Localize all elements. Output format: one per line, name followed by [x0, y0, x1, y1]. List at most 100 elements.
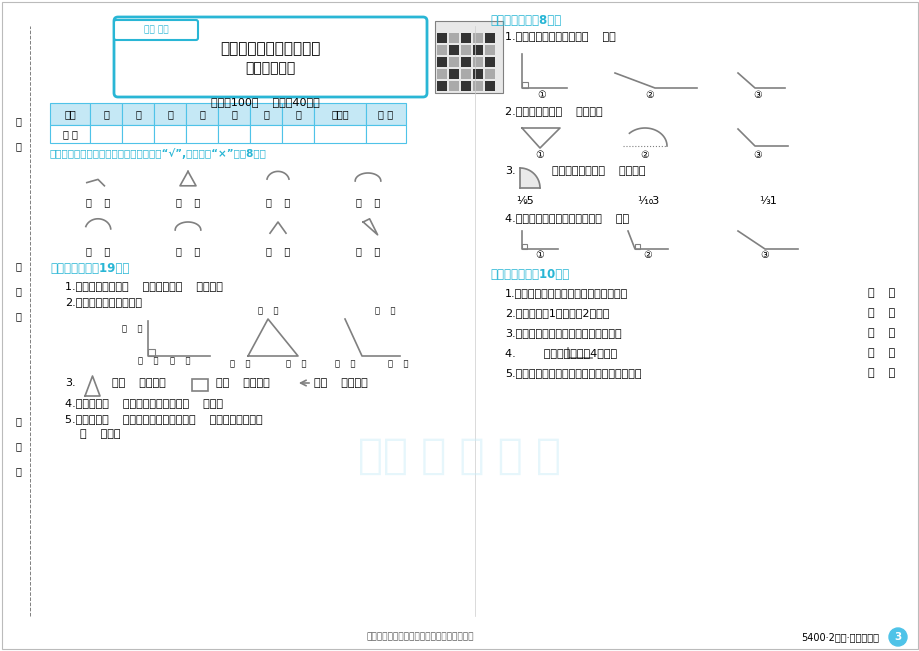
- Text: （    ）: （ ）: [138, 356, 158, 365]
- Text: 密: 密: [15, 116, 21, 126]
- Text: ：: ：: [15, 311, 21, 321]
- Text: （    ）: （ ）: [868, 348, 895, 358]
- Text: ⅒3: ⅒3: [636, 196, 658, 206]
- Text: ①: ①: [535, 250, 544, 260]
- Text: （    ）: （ ）: [85, 197, 110, 207]
- Bar: [50, 103, 90, 125]
- Text: （    ）: （ ）: [121, 324, 142, 333]
- Text: 3.: 3.: [505, 166, 515, 176]
- Text: 姓: 姓: [15, 261, 21, 271]
- Text: 5400·2年级·数学（上）: 5400·2年级·数学（上）: [800, 632, 878, 642]
- Text: 有（    ）个角；: 有（ ）个角；: [112, 378, 165, 388]
- Text: （    ）: （ ）: [868, 328, 895, 338]
- Text: 5.红领巾有（    ）个角，其中两个角是（    ）角，另一个角是: 5.红领巾有（ ）个角，其中两个角是（ ）角，另一个角是: [65, 414, 262, 424]
- Text: ②: ②: [645, 90, 653, 100]
- Text: （    ）: （ ）: [230, 359, 250, 368]
- Bar: [90, 103, 122, 125]
- Text: 五: 五: [231, 109, 237, 119]
- Text: 4.黑板上有（    ）个角，这些角都是（    ）角。: 4.黑板上有（ ）个角，这些角都是（ ）角。: [65, 398, 222, 408]
- Bar: [122, 125, 153, 143]
- Bar: [313, 125, 366, 143]
- Text: 第二单元知识回顾与检测: 第二单元知识回顾与检测: [220, 42, 320, 57]
- Text: （    ）: （ ）: [85, 246, 110, 256]
- Bar: [250, 103, 282, 125]
- Text: 二、填一填。（19分）: 二、填一填。（19分）: [50, 262, 130, 275]
- Bar: [437, 57, 447, 67]
- Text: 四: 四: [199, 109, 205, 119]
- Text: 黄风 名卷: 黄风 名卷: [143, 25, 168, 35]
- Bar: [448, 45, 459, 55]
- Bar: [218, 125, 250, 143]
- Bar: [448, 81, 459, 91]
- Text: 1.下面图形中是锐角的是（    ）。: 1.下面图形中是锐角的是（ ）。: [505, 31, 615, 41]
- Bar: [435, 21, 503, 93]
- Text: ②: ②: [643, 250, 652, 260]
- Text: 满分：100分    时间：40分钟: 满分：100分 时间：40分钟: [210, 97, 319, 107]
- Bar: [634, 244, 640, 249]
- Text: （    ）: （ ）: [266, 246, 289, 256]
- Bar: [472, 45, 482, 55]
- Text: 关注微信公众号「教辅套卷」获取更多日套卷: 关注微信公众号「教辅套卷」获取更多日套卷: [366, 633, 473, 641]
- Text: 4.下面的角中比直角大的角是（    ）。: 4.下面的角中比直角大的角是（ ）。: [505, 213, 629, 223]
- Bar: [186, 125, 218, 143]
- Text: 一: 一: [103, 109, 108, 119]
- Bar: [192, 379, 208, 391]
- Text: 附加题: 附加题: [331, 109, 348, 119]
- Bar: [460, 33, 471, 43]
- Text: （    ）: （ ）: [868, 368, 895, 378]
- Bar: [282, 125, 313, 143]
- Text: 1.一个三角尺上有（    ）个角，有（    ）条边。: 1.一个三角尺上有（ ）个角，有（ ）条边。: [65, 281, 222, 291]
- Bar: [50, 125, 90, 143]
- Bar: [472, 57, 482, 67]
- Polygon shape: [519, 168, 539, 188]
- Text: 2.下面的图形中（    ）是角。: 2.下面的图形中（ ）是角。: [505, 106, 602, 116]
- Bar: [460, 45, 471, 55]
- Bar: [186, 103, 218, 125]
- Text: 班: 班: [15, 416, 21, 426]
- Bar: [148, 349, 154, 356]
- Text: 左边的图形中有（    ）个角。: 左边的图形中有（ ）个角。: [551, 166, 645, 176]
- Text: ③: ③: [753, 150, 762, 160]
- Text: 3: 3: [893, 632, 901, 642]
- Text: 三: 三: [167, 109, 173, 119]
- Text: 一、下面哪些图形是角？是角的在下面画“√”,不是的画“×”。（8分）: 一、下面哪些图形是角？是角的在下面画“√”,不是的画“×”。（8分）: [50, 148, 267, 159]
- Text: 二: 二: [135, 109, 141, 119]
- Circle shape: [888, 628, 906, 646]
- Text: 3.长方形和正方形的四个角都是直角。: 3.长方形和正方形的四个角都是直角。: [505, 328, 621, 338]
- Text: 有（    ）个角。: 有（ ）个角。: [313, 378, 368, 388]
- Text: 1.用放大镜看一个角，这个角就变大了。: 1.用放大镜看一个角，这个角就变大了。: [505, 288, 628, 298]
- Text: ⅑5: ⅑5: [516, 196, 533, 206]
- Text: （    ）: （ ）: [170, 356, 190, 365]
- Bar: [218, 103, 250, 125]
- Bar: [437, 33, 447, 43]
- Text: ⅓1: ⅓1: [758, 196, 776, 206]
- Bar: [437, 81, 447, 91]
- Text: ②: ②: [640, 150, 649, 160]
- Text: 得 分: 得 分: [62, 129, 77, 139]
- Text: ①: ①: [535, 150, 544, 160]
- Text: （    ）: （ ）: [286, 359, 306, 368]
- Bar: [460, 81, 471, 91]
- Bar: [437, 45, 447, 55]
- Text: 2.写出角的各部分名称。: 2.写出角的各部分名称。: [65, 297, 142, 307]
- Bar: [521, 244, 527, 249]
- Bar: [484, 69, 494, 79]
- Bar: [521, 82, 528, 88]
- Bar: [472, 33, 482, 43]
- Text: （    ）: （ ）: [868, 288, 895, 298]
- Bar: [484, 45, 494, 55]
- Bar: [313, 103, 366, 125]
- Bar: [437, 69, 447, 79]
- Bar: [366, 125, 405, 143]
- Text: ③: ③: [753, 90, 762, 100]
- Text: （    ）: （ ）: [176, 246, 200, 256]
- Bar: [484, 33, 494, 43]
- Bar: [472, 81, 482, 91]
- FancyBboxPatch shape: [114, 17, 426, 97]
- Bar: [484, 81, 494, 91]
- Bar: [122, 103, 153, 125]
- Text: 4.        左边的图形中有4个角。: 4. 左边的图形中有4个角。: [505, 348, 617, 358]
- FancyBboxPatch shape: [114, 20, 198, 40]
- Text: 角的初步认识: 角的初步认识: [244, 61, 295, 75]
- Bar: [153, 103, 186, 125]
